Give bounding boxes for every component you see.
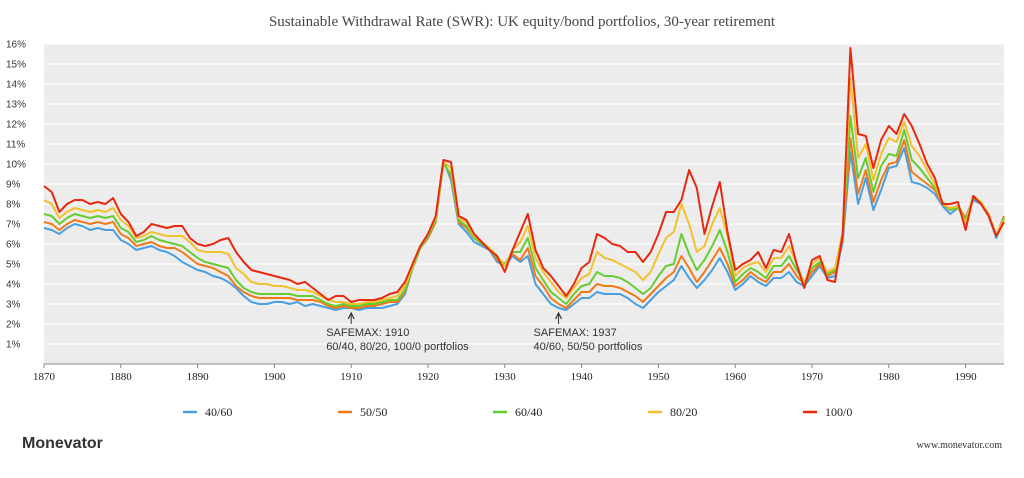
x-axis-ticks: 1870 1880 1890 1900 1910 1920 1930 1940 1950 1960… <box>33 364 977 383</box>
series-lines <box>43 47 1005 311</box>
x-tick-label: 1910 <box>340 371 363 383</box>
brand-logo: Monevator <box>22 435 103 452</box>
y-tick-label: 16% <box>6 40 26 51</box>
legend-label: 80/20 <box>670 405 697 419</box>
y-tick-label: 5% <box>6 260 21 271</box>
series-line-100-0 <box>43 47 1005 303</box>
annotation-text: 40/60, 50/50 portfolios <box>534 341 643 353</box>
annotation-text: SAFEMAX: 1937 <box>534 327 617 339</box>
x-tick-label: 1970 <box>801 371 824 383</box>
y-tick-label: 7% <box>6 220 21 231</box>
annotation-arrowhead <box>555 311 563 320</box>
annotation-arrowhead <box>347 311 355 320</box>
annotation-text: SAFEMAX: 1910 <box>326 327 409 339</box>
gridlines <box>44 43 1004 345</box>
y-tick-label: 1% <box>6 340 21 351</box>
y-tick-label: 3% <box>6 300 21 311</box>
x-tick-label: 1960 <box>724 371 747 383</box>
site-url: www.monevator.com <box>917 440 1003 451</box>
y-tick-label: 14% <box>6 80 26 91</box>
x-tick-label: 1870 <box>33 371 56 383</box>
y-tick-label: 11% <box>6 140 25 151</box>
annotations: SAFEMAX: 1910 60/40, 80/20, 100/0 portfol… <box>326 311 643 353</box>
legend-label: 50/50 <box>360 405 387 419</box>
x-tick-label: 1940 <box>571 371 594 383</box>
annotation-text: 60/40, 80/20, 100/0 portfolios <box>326 341 469 353</box>
y-tick-label: 4% <box>6 280 21 291</box>
x-tick-label: 1920 <box>417 371 440 383</box>
y-tick-label: 15% <box>6 60 26 71</box>
x-tick-label: 1900 <box>263 371 286 383</box>
y-tick-label: 2% <box>6 320 21 331</box>
x-tick-label: 1930 <box>494 371 517 383</box>
y-tick-label: 13% <box>6 100 26 111</box>
y-tick-label: 8% <box>6 200 21 211</box>
y-tick-label: 6% <box>6 240 21 251</box>
legend-label: 40/60 <box>205 405 232 419</box>
x-tick-label: 1880 <box>110 371 133 383</box>
x-tick-label: 1950 <box>647 371 670 383</box>
x-tick-label: 1980 <box>878 371 901 383</box>
y-tick-label: 9% <box>6 180 21 191</box>
chart-title: Sustainable Withdrawal Rate (SWR): UK eq… <box>269 14 776 30</box>
y-tick-label: 12% <box>6 120 26 131</box>
legend-label: 60/40 <box>515 405 542 419</box>
x-tick-label: 1890 <box>187 371 210 383</box>
x-tick-label: 1990 <box>955 371 978 383</box>
y-tick-label: 10% <box>6 160 26 171</box>
legend: 40/60 50/50 60/40 80/20 100/0 <box>183 405 852 419</box>
y-axis-ticks: 1% 2% 3% 4% 5% 6% 7% 8% 9% 10% 11% 12% 13% 14% 15% 16% <box>6 40 26 351</box>
legend-label: 100/0 <box>825 405 852 419</box>
